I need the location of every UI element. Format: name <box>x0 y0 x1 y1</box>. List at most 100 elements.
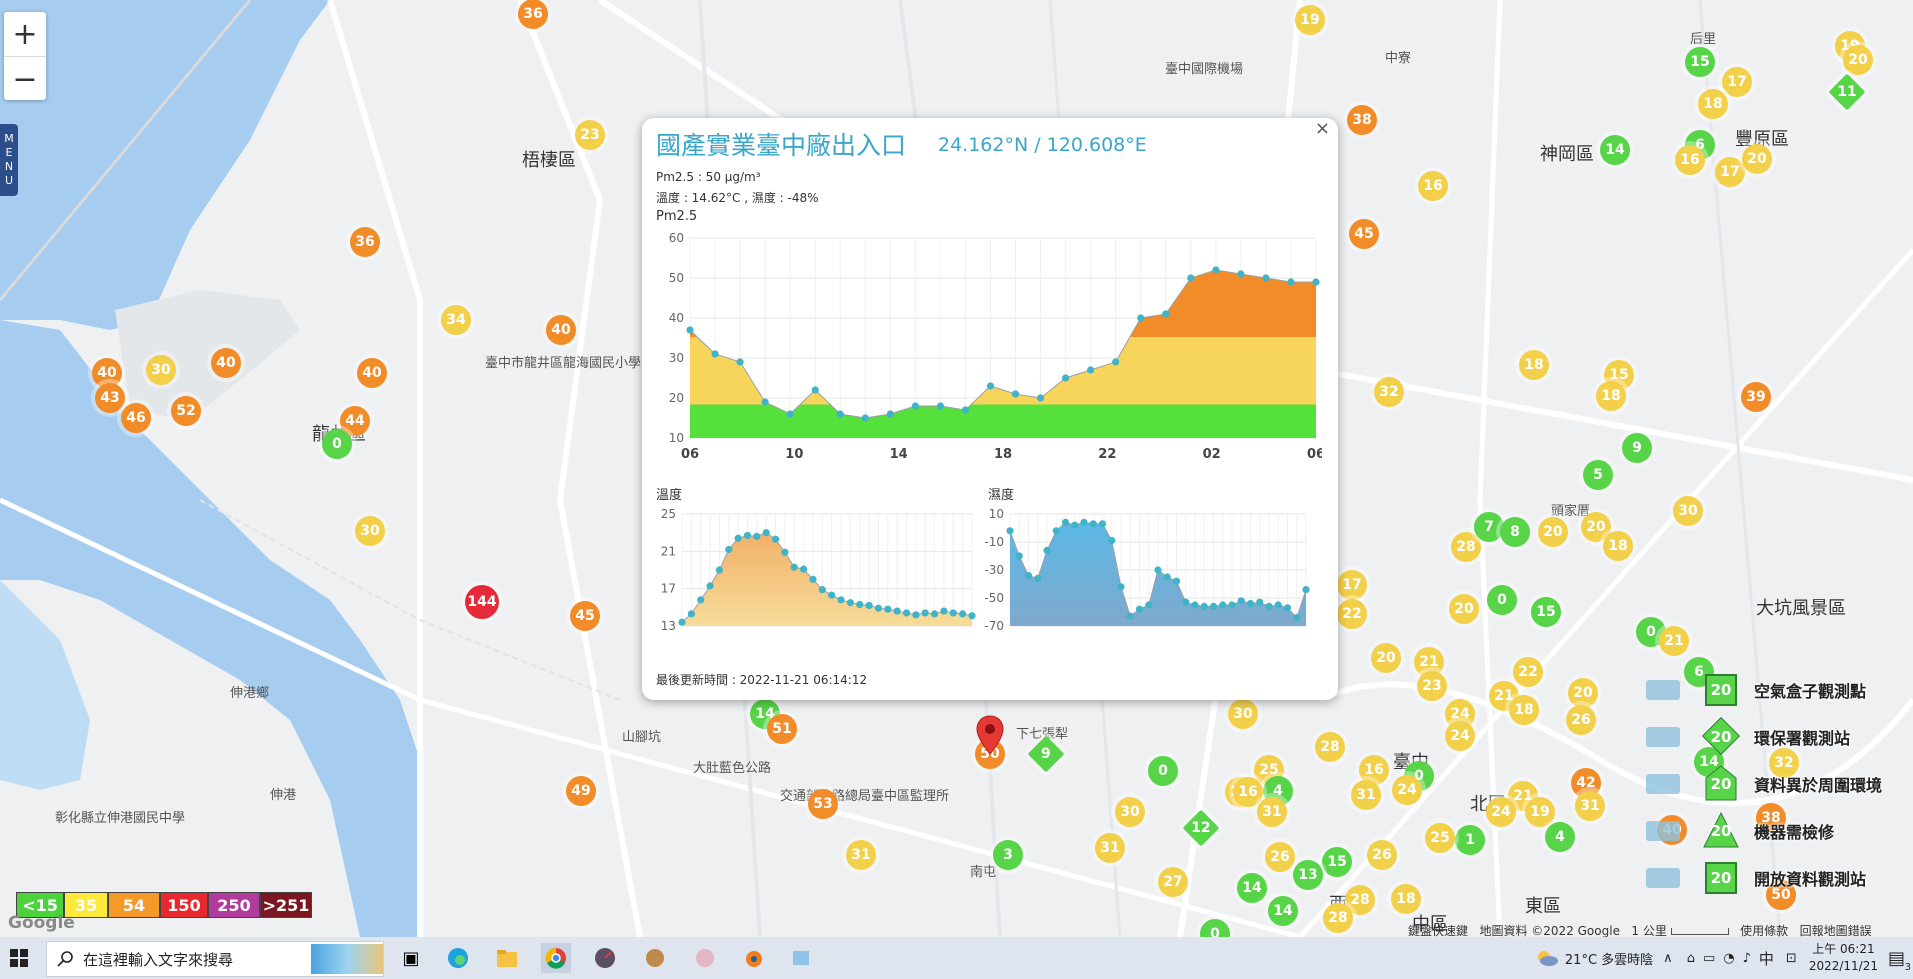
station-marker[interactable]: 7 <box>1474 512 1504 542</box>
keyboard-shortcuts-link[interactable]: 鍵盤快速鍵 <box>1408 924 1469 938</box>
station-marker[interactable]: 23 <box>575 120 605 150</box>
station-marker[interactable]: 0 <box>1200 919 1230 937</box>
station-marker[interactable]: 24 <box>1392 775 1422 805</box>
station-marker[interactable]: 14 <box>1268 896 1298 926</box>
station-marker[interactable]: 1 <box>1455 825 1485 855</box>
station-marker[interactable]: 31 <box>846 840 876 870</box>
station-marker[interactable]: 20 <box>1581 512 1611 542</box>
zoom-out-button[interactable]: − <box>4 56 46 101</box>
station-marker[interactable]: 30 <box>1228 699 1258 729</box>
station-marker[interactable]: 18 <box>1596 381 1626 411</box>
task-view-icon[interactable]: ▣ <box>402 947 420 969</box>
station-marker[interactable]: 24 <box>1486 797 1516 827</box>
zoom-in-button[interactable]: + <box>12 16 38 52</box>
station-marker[interactable]: 36 <box>350 227 380 257</box>
station-marker[interactable]: 17 <box>1337 570 1367 600</box>
station-marker[interactable]: 53 <box>808 789 838 819</box>
terms-link[interactable]: 使用條款 <box>1740 924 1789 938</box>
station-marker[interactable]: 40 <box>211 348 241 378</box>
station-marker[interactable]: 18 <box>1509 695 1539 725</box>
station-marker[interactable]: 27 <box>1158 867 1188 897</box>
volume-icon[interactable]: ♪ <box>1742 950 1751 966</box>
station-marker[interactable]: 0 <box>1148 756 1178 786</box>
station-marker[interactable]: 40 <box>546 315 576 345</box>
wifi-icon[interactable]: ◔ <box>1723 950 1735 966</box>
station-marker[interactable]: 26 <box>1566 705 1596 735</box>
app-icon-paint[interactable] <box>690 943 720 973</box>
station-marker[interactable]: 43 <box>95 383 125 413</box>
close-popup-button[interactable]: × <box>1314 118 1330 139</box>
station-marker[interactable]: 32 <box>1769 748 1799 778</box>
station-marker[interactable]: 18 <box>1391 884 1421 914</box>
ime-mode-icon[interactable]: ⊡ <box>1785 950 1797 966</box>
station-marker[interactable]: 20 <box>1371 643 1401 673</box>
station-marker[interactable]: 50 <box>1766 880 1796 910</box>
station-marker[interactable]: 20 <box>1449 594 1479 624</box>
station-marker[interactable]: 46 <box>121 403 151 433</box>
ime-indicator[interactable]: 中 <box>1758 949 1774 968</box>
station-marker[interactable]: 40 <box>357 358 387 388</box>
station-marker[interactable]: 14 <box>1600 135 1630 165</box>
station-marker[interactable]: 19 <box>1525 797 1555 827</box>
station-marker[interactable]: 19 <box>1295 5 1325 35</box>
app-icon-bird[interactable] <box>640 943 670 973</box>
station-marker[interactable]: 23 <box>1417 671 1447 701</box>
station-marker[interactable]: 34 <box>441 305 471 335</box>
station-marker[interactable]: 15 <box>1322 847 1352 877</box>
station-marker[interactable]: 28 <box>1315 732 1345 762</box>
station-marker[interactable]: 49 <box>566 776 596 806</box>
station-marker[interactable]: 17 <box>1715 157 1745 187</box>
station-marker[interactable]: 45 <box>1349 219 1379 249</box>
station-marker[interactable]: 5 <box>1583 460 1613 490</box>
station-marker[interactable]: 20 <box>1742 144 1772 174</box>
weather-text[interactable]: 21°C 多雲時陰 <box>1564 952 1654 968</box>
start-button[interactable] <box>4 943 34 973</box>
station-marker[interactable]: 20 <box>1843 45 1873 75</box>
station-marker[interactable]: 22 <box>1513 657 1543 687</box>
tray-overflow-icon[interactable]: ∧ <box>1663 950 1673 966</box>
station-marker[interactable]: 8 <box>1500 517 1530 547</box>
report-error-link[interactable]: 回報地圖錯誤 <box>1799 924 1872 938</box>
station-marker[interactable]: 3 <box>993 840 1023 870</box>
station-marker[interactable]: 0 <box>322 429 352 459</box>
station-marker[interactable]: 18 <box>1519 350 1549 380</box>
chrome-icon[interactable] <box>541 943 571 973</box>
station-marker[interactable]: 16 <box>1233 777 1263 807</box>
station-marker[interactable]: 15 <box>1685 47 1715 77</box>
station-marker[interactable]: 38 <box>1347 105 1377 135</box>
station-marker[interactable]: 31 <box>1351 780 1381 810</box>
station-marker[interactable]: 0 <box>1487 585 1517 615</box>
station-marker[interactable]: 51 <box>767 714 797 744</box>
station-marker[interactable]: 14 <box>1237 873 1267 903</box>
station-marker[interactable]: 38 <box>1756 803 1786 833</box>
edge-icon[interactable] <box>443 943 473 973</box>
taskbar-search-box[interactable]: 在這裡輸入文字來搜尋 <box>46 941 384 977</box>
location-pin-icon[interactable] <box>976 715 1004 755</box>
station-marker[interactable]: 13 <box>1293 860 1323 890</box>
file-explorer-icon[interactable] <box>492 943 522 973</box>
station-marker[interactable]: 4 <box>1545 822 1575 852</box>
clock[interactable]: 上午 06:21 2022/11/21 <box>1809 941 1878 975</box>
notification-center-icon[interactable]: ▤ 3 <box>1887 947 1911 973</box>
app-icon-box[interactable] <box>786 943 816 973</box>
blender-icon[interactable] <box>738 943 768 973</box>
app-icon-gauge[interactable] <box>590 943 620 973</box>
station-marker[interactable]: 28 <box>1451 532 1481 562</box>
station-marker[interactable]: 45 <box>570 601 600 631</box>
station-marker[interactable]: 26 <box>1367 840 1397 870</box>
station-marker[interactable]: 21 <box>1659 626 1689 656</box>
station-marker[interactable]: 16 <box>1675 145 1705 175</box>
battery-icon[interactable]: ▭ <box>1702 950 1716 966</box>
station-marker[interactable]: 25 <box>1425 823 1455 853</box>
station-marker[interactable]: 44 <box>340 406 370 436</box>
station-marker[interactable]: 22 <box>1337 599 1367 629</box>
station-marker[interactable]: 30 <box>1673 496 1703 526</box>
station-marker[interactable]: 31 <box>1095 833 1125 863</box>
station-marker[interactable]: 39 <box>1741 382 1771 412</box>
station-marker[interactable]: 9 <box>1622 433 1652 463</box>
station-marker[interactable]: 18 <box>1698 89 1728 119</box>
station-marker[interactable]: 31 <box>1257 797 1287 827</box>
station-marker[interactable]: 30 <box>355 516 385 546</box>
station-marker[interactable]: 20 <box>1568 678 1598 708</box>
